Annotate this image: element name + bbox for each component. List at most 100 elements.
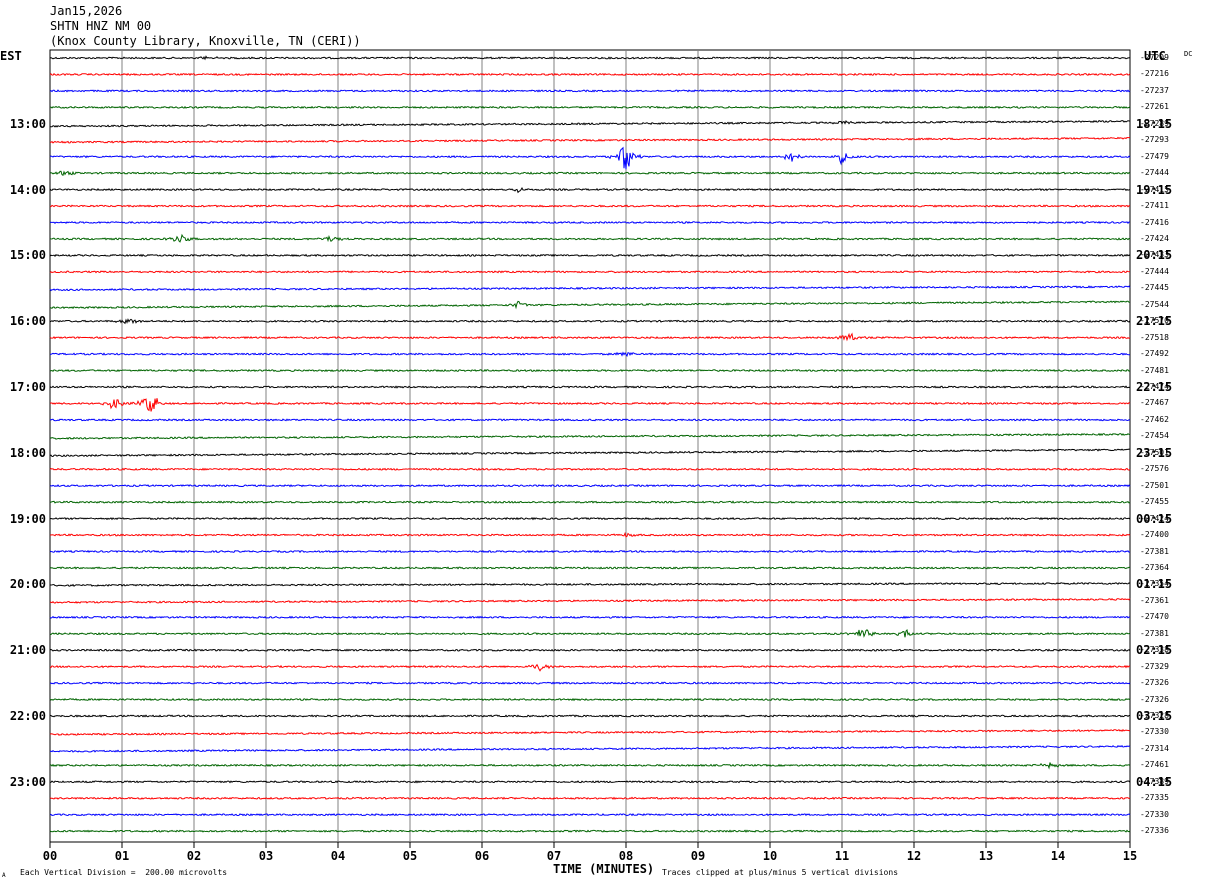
- trace-dc-value: -27492: [1140, 349, 1169, 359]
- trace-dc-value: -27416: [1140, 217, 1169, 227]
- trace-dc-value: -27570: [1140, 316, 1169, 326]
- trace-line: [49, 697, 1131, 702]
- trace-line: [49, 220, 1131, 225]
- x-tick-label: 07: [547, 849, 561, 863]
- hour-label-right: 23:15: [1136, 445, 1173, 460]
- trace-line: [49, 55, 1131, 61]
- trace-line: [49, 398, 1131, 412]
- trace-dc-value: -27336: [1140, 826, 1169, 836]
- trace-line: [49, 89, 1131, 93]
- trace-dc-value: -27479: [1140, 151, 1169, 161]
- trace-dc-value: -27501: [1140, 480, 1169, 490]
- trace-line: [49, 448, 1131, 458]
- x-tick-label: 12: [907, 849, 921, 863]
- trace-line: [49, 663, 1131, 672]
- x-tick-label: 05: [403, 849, 417, 863]
- trace-dc-value: -27518: [1140, 332, 1169, 342]
- trace-line: [49, 300, 1131, 310]
- trace-dc-value: -27216: [1140, 69, 1169, 79]
- trace-line: [49, 500, 1131, 504]
- trace-line: [49, 146, 1131, 170]
- location-label: (Knox County Library, Knoxville, TN (CER…: [50, 34, 361, 48]
- trace-dc-value: -27338: [1140, 645, 1169, 655]
- hour-label-right: 04:15: [1136, 774, 1173, 789]
- trace-line: [49, 418, 1131, 422]
- hour-label-left: 21:00: [9, 643, 46, 658]
- hour-label-right: 20:15: [1136, 248, 1173, 263]
- trace-dc-value: -27415: [1140, 184, 1169, 194]
- trace-line: [49, 432, 1131, 440]
- x-tick-label: 08: [619, 849, 633, 863]
- trace-dc-value: -27326: [1140, 678, 1169, 688]
- trace-line: [49, 744, 1131, 753]
- hour-label-right: 18:15: [1136, 116, 1173, 131]
- footer-symbol: A: [2, 872, 6, 879]
- hour-label-left: 20:00: [9, 577, 46, 592]
- trace-dc-value: -27433: [1140, 250, 1169, 260]
- trace-dc-value: -27361: [1140, 595, 1169, 605]
- trace-line: [49, 484, 1131, 488]
- trace-line: [49, 516, 1131, 521]
- timezone-left-label: EST: [0, 49, 22, 63]
- trace-line: [49, 714, 1131, 718]
- scale-note: Each Vertical Division = 200.00 microvol…: [20, 868, 228, 877]
- x-tick-label: 01: [115, 849, 129, 863]
- trace-line: [49, 780, 1131, 784]
- trace-line: [49, 812, 1131, 817]
- trace-dc-value: -27400: [1140, 530, 1169, 540]
- trace-dc-value: -27474: [1140, 382, 1169, 391]
- trace-line: [49, 728, 1131, 736]
- timezone-right-label: UTC: [1144, 49, 1166, 63]
- trace-dc-value: -27467: [1140, 398, 1169, 408]
- trace-dc-value: -27576: [1140, 464, 1169, 474]
- trace-dc-value: -27364: [1140, 562, 1169, 572]
- plot-frame: [49, 49, 1131, 843]
- x-tick-label: 10: [763, 849, 777, 863]
- hour-label-right: 03:15: [1136, 709, 1173, 723]
- trace-line: [49, 270, 1131, 274]
- hour-label-left: 22:00: [9, 709, 46, 723]
- trace-dc-value: -27330: [1140, 809, 1169, 819]
- trace-dc-value: -27462: [1140, 414, 1169, 424]
- trace-dc-value: -27455: [1140, 497, 1169, 507]
- trace-line: [49, 629, 1131, 638]
- trace-line: [49, 681, 1131, 685]
- trace-line: [49, 581, 1131, 587]
- x-tick-label: 03: [259, 849, 273, 863]
- hour-label-left: 23:00: [9, 774, 46, 789]
- hour-label-right: 19:15: [1136, 182, 1173, 197]
- hour-label-left: 19:00: [9, 511, 46, 526]
- trace-dc-value: -27411: [1140, 201, 1169, 211]
- clip-note: Traces clipped at plus/minus 5 vertical …: [662, 868, 899, 877]
- trace-dc-value: -27329: [1140, 661, 1169, 671]
- trace-line: [49, 233, 1131, 243]
- hour-label-left: 15:00: [9, 248, 46, 263]
- trace-line: [49, 368, 1131, 373]
- x-tick-label: 02: [187, 849, 201, 863]
- station-label: SHTN HNZ NM 00: [50, 19, 152, 33]
- hour-label-left: 13:00: [9, 116, 46, 131]
- x-tick-label: 11: [835, 849, 849, 863]
- trace-line: [49, 549, 1131, 554]
- trace-line: [49, 105, 1131, 109]
- trace-line: [49, 598, 1131, 604]
- trace-dc-value: -27424: [1140, 233, 1169, 243]
- trace-dc-value: -27335: [1140, 793, 1169, 803]
- x-tick-label: 14: [1051, 849, 1065, 863]
- trace-line: [49, 829, 1131, 833]
- x-tick-label: 13: [979, 849, 993, 863]
- trace-line: [49, 351, 1131, 357]
- trace-dc-value: -27326: [1140, 694, 1169, 704]
- trace-dc-value: -27328: [1140, 711, 1169, 720]
- trace-dc-value: -27445: [1140, 283, 1169, 293]
- trace-dc-value: -27330: [1140, 727, 1169, 737]
- trace-dc-value: -27381: [1140, 628, 1169, 638]
- trace-line: [49, 204, 1131, 208]
- trace-line: [49, 615, 1131, 619]
- x-tick-label: 06: [475, 849, 489, 863]
- trace-line: [49, 648, 1131, 652]
- trace-line: [49, 762, 1131, 770]
- trace-line: [49, 566, 1131, 570]
- trace-dc-value: -27293: [1140, 135, 1169, 145]
- trace-dc-value: -27237: [1140, 85, 1169, 95]
